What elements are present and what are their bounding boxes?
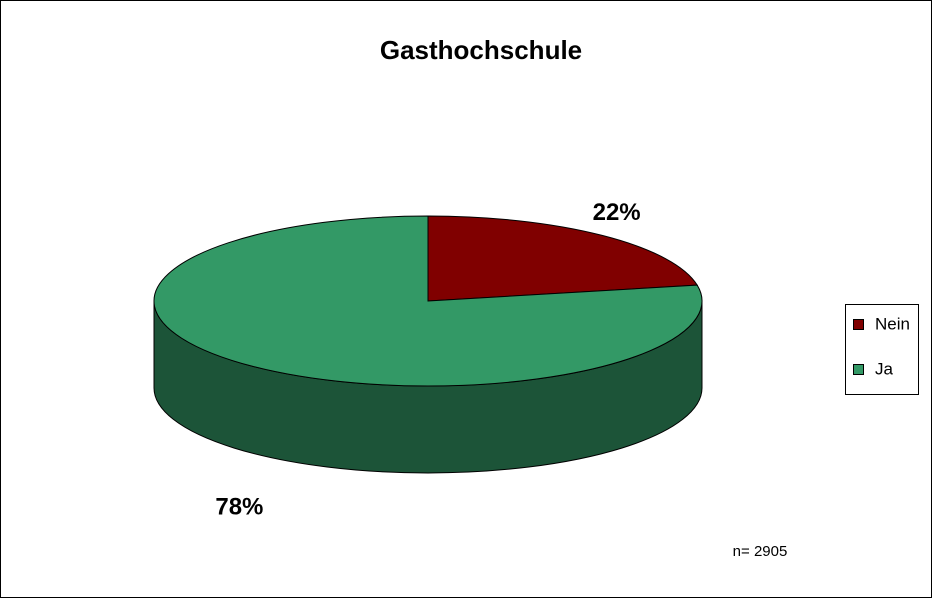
annotation: n= 2905: [733, 543, 788, 560]
data-label: 78%: [215, 494, 263, 521]
legend-swatch: [853, 319, 864, 330]
legend-frame: [845, 304, 919, 395]
chart-title: Gasthochschule: [380, 35, 582, 65]
slice: [427, 215, 699, 302]
slice: [153, 215, 703, 387]
data-label: 22%: [593, 199, 641, 226]
legend: Nein Ja: [845, 304, 919, 395]
legend-label: Ja: [875, 359, 894, 378]
legend-label: Nein: [875, 314, 910, 333]
legend-swatch: [853, 364, 864, 375]
